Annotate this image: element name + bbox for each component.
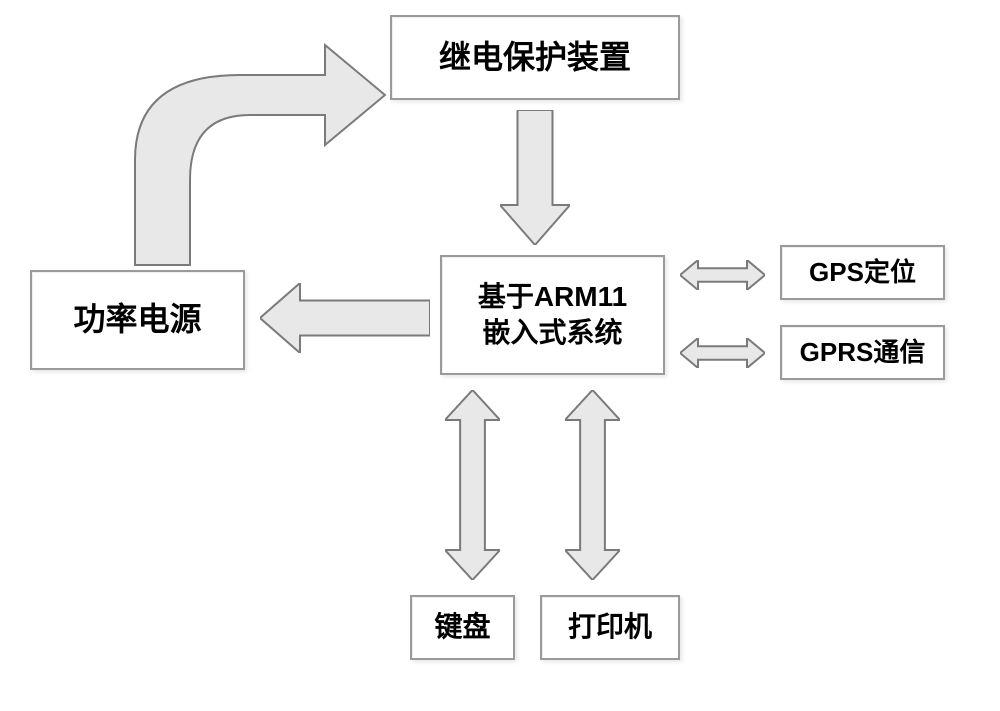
arrow-arm-gps [680,260,765,290]
node-gps: GPS定位 [780,245,945,300]
node-printer: 打印机 [540,595,680,660]
node-gprs: GPRS通信 [780,325,945,380]
arrow-arm-gprs [680,338,765,368]
node-keyboard: 键盘 [410,595,515,660]
arrow-arm-keyboard [445,390,500,580]
arrow-relay-to-arm [500,110,570,245]
arrow-arm-to-power [260,283,430,353]
node-power: 功率电源 [30,270,245,370]
node-arm: 基于ARM11 嵌入式系统 [440,255,665,375]
arrow-arm-printer [565,390,620,580]
arrow-curve [90,40,390,270]
node-relay: 继电保护装置 [390,15,680,100]
